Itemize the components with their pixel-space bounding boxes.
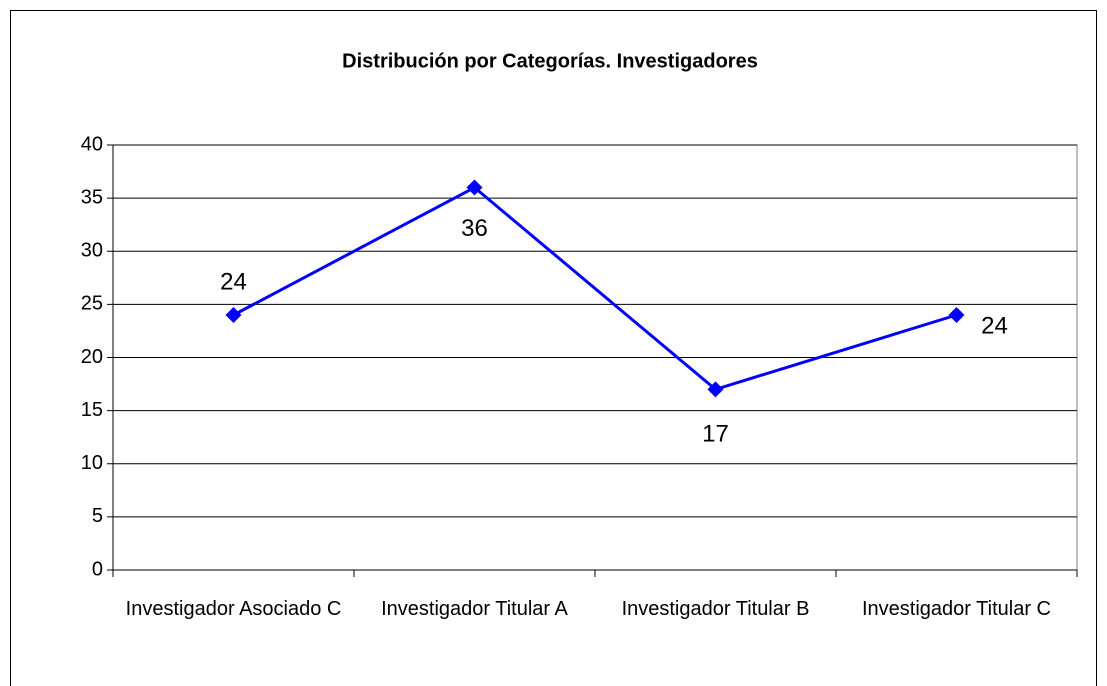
x-tick-label: Investigador Asociado C bbox=[125, 598, 342, 620]
y-tick-label: 35 bbox=[81, 186, 103, 208]
marker bbox=[948, 307, 965, 323]
y-tick-label: 10 bbox=[81, 452, 103, 474]
data-label: 17 bbox=[702, 421, 729, 448]
y-tick-label: 20 bbox=[81, 346, 103, 368]
marker bbox=[466, 179, 483, 196]
marker bbox=[707, 381, 724, 398]
data-label: 24 bbox=[981, 312, 1008, 339]
y-tick-label: 15 bbox=[81, 399, 103, 421]
y-tick-label: 30 bbox=[81, 240, 103, 262]
data-label: 24 bbox=[220, 268, 247, 295]
y-tick-label: 0 bbox=[92, 558, 103, 580]
x-tick-label: Investigador Titular A bbox=[381, 598, 568, 620]
y-tick-label: 40 bbox=[81, 133, 103, 155]
line bbox=[232, 185, 957, 392]
data-label: 36 bbox=[461, 215, 488, 242]
y-tick-label: 5 bbox=[92, 505, 103, 527]
x-tick-label: Investigador Titular B bbox=[621, 598, 810, 620]
marker bbox=[225, 307, 242, 323]
chart-title: Distribución por Categorías. Investigado… bbox=[342, 50, 758, 72]
y-tick-label: 25 bbox=[81, 293, 103, 315]
x-tick-label: Investigador Titular C bbox=[862, 598, 1051, 620]
